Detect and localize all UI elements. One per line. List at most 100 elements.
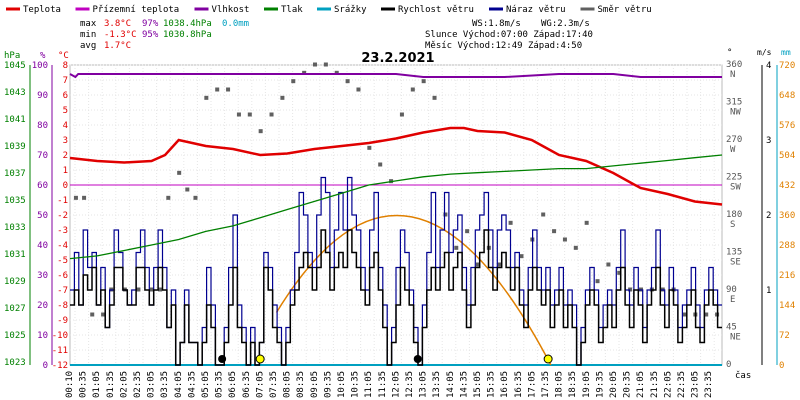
legend-label: Rychlost větru bbox=[398, 5, 474, 15]
temp-tick-label: -7 bbox=[57, 286, 68, 296]
x-tick-label: 02:05 bbox=[119, 371, 129, 398]
wind-direction-point bbox=[136, 287, 141, 292]
temp-tick-label: -10 bbox=[52, 331, 68, 341]
pct-tick-label: 0 bbox=[43, 361, 48, 371]
stat-min-hum: 95% bbox=[142, 30, 159, 40]
stat-max-hum: 97% bbox=[142, 19, 159, 29]
temp-tick-label: 6 bbox=[63, 91, 68, 101]
wind-direction-point bbox=[150, 287, 154, 292]
x-tick-label: 00:35 bbox=[79, 371, 89, 398]
wind-direction-point bbox=[562, 237, 567, 242]
series-tlak bbox=[69, 154, 723, 260]
legend-label: Vlhkost bbox=[212, 5, 250, 15]
x-tick-label: 09:35 bbox=[323, 371, 333, 398]
wind-direction-point bbox=[345, 79, 350, 84]
hpa-tick-label: 1033 bbox=[4, 223, 26, 233]
dir-tick-label: 225 bbox=[726, 173, 742, 183]
wind-direction-point bbox=[573, 245, 578, 250]
temp-tick-label: -11 bbox=[52, 346, 68, 356]
x-tick-label: 06:05 bbox=[228, 371, 238, 398]
x-tick-label: 23:05 bbox=[691, 371, 701, 398]
pct-tick-label: 90 bbox=[37, 91, 48, 101]
x-tick-label: 07:35 bbox=[269, 371, 279, 398]
x-tick-label: 16:05 bbox=[500, 371, 510, 398]
x-tick-label: 20:35 bbox=[623, 371, 633, 398]
legend-label: Srážky bbox=[334, 5, 367, 15]
temp-tick-label: 4 bbox=[63, 121, 68, 131]
x-tick-label: 10:35 bbox=[351, 371, 361, 398]
x-tick-label: 18:35 bbox=[568, 371, 578, 398]
stat-max-press: 1038.4hPa bbox=[163, 19, 212, 29]
mm-tick-label: 504 bbox=[779, 151, 795, 161]
wind-direction-point bbox=[617, 270, 622, 275]
dir-tick-label: 45 bbox=[726, 323, 737, 333]
mm-tick-label: 432 bbox=[779, 181, 795, 191]
mm-tick-label: 648 bbox=[779, 91, 795, 101]
x-tick-label: 03:35 bbox=[160, 371, 170, 398]
chart-title: 23.2.2021 bbox=[361, 51, 434, 66]
hpa-tick-label: 1035 bbox=[4, 196, 26, 206]
dir-tick-compass: NE bbox=[730, 333, 741, 343]
x-tick-label: 16:35 bbox=[514, 371, 524, 398]
dir-tick-label: 0 bbox=[726, 360, 731, 370]
x-tick-label: 17:35 bbox=[541, 371, 551, 398]
hpa-tick-label: 1023 bbox=[4, 358, 26, 368]
stat-avg-temp: 1.7°C bbox=[104, 41, 131, 51]
wind-direction-point bbox=[236, 112, 241, 117]
mm-tick-label: 216 bbox=[779, 271, 795, 281]
x-tick-label: 18:05 bbox=[555, 371, 565, 398]
wind-direction-point bbox=[204, 95, 209, 100]
x-tick-label: 13:35 bbox=[432, 371, 442, 398]
series-teplota bbox=[69, 126, 723, 206]
temp-tick-label: -8 bbox=[57, 301, 68, 311]
wind-direction-point bbox=[185, 187, 190, 192]
dir-tick-label: 315 bbox=[726, 98, 742, 108]
stat-avg-label: avg bbox=[80, 41, 96, 51]
temp-tick-label: -1 bbox=[57, 196, 68, 206]
hpa-tick-label: 1043 bbox=[4, 88, 26, 98]
x-tick-label: 11:05 bbox=[364, 371, 374, 398]
sunset-marker bbox=[543, 354, 553, 364]
legend: Teplota Přízemní teplota Vlhkost Tlak Srážky… bbox=[6, 5, 652, 15]
dir-tick-compass: S bbox=[730, 220, 735, 230]
x-tick-label: 14:05 bbox=[446, 371, 456, 398]
x-tick-label: 21:35 bbox=[650, 371, 660, 398]
wind-direction-point bbox=[541, 212, 546, 217]
temp-tick-label: 0 bbox=[63, 181, 68, 191]
wind-direction-point bbox=[410, 87, 415, 92]
wind-direction-point bbox=[704, 312, 709, 317]
wind-direction-point bbox=[269, 112, 274, 117]
x-tick-label: 01:05 bbox=[92, 371, 102, 398]
x-tick-label: 20:05 bbox=[609, 371, 619, 398]
sunrise-marker bbox=[255, 354, 265, 364]
ms-tick-label: 4 bbox=[766, 61, 771, 71]
info-wg: WG:2.3m/s bbox=[541, 19, 590, 29]
info-block: WS:1.8m/s WG:2.3m/s Slunce Východ:07:00 … bbox=[425, 19, 593, 51]
wind-direction-point bbox=[166, 195, 171, 200]
ms-tick-label: 1 bbox=[766, 286, 771, 296]
mm-tick-label: 144 bbox=[779, 301, 795, 311]
stat-min-temp: -1.3°C bbox=[104, 30, 137, 40]
info-ws: WS:1.8m/s bbox=[472, 19, 521, 29]
legend-label: Teplota bbox=[23, 5, 61, 15]
temp-tick-label: 1 bbox=[63, 166, 68, 176]
wind-direction-point bbox=[497, 262, 502, 267]
dir-tick-compass: W bbox=[730, 145, 736, 155]
dir-tick-compass: SE bbox=[730, 258, 741, 268]
dir-tick-label: 135 bbox=[726, 248, 742, 258]
moonrise-marker bbox=[413, 355, 422, 363]
x-tick-label: 06:35 bbox=[242, 371, 252, 398]
x-tick-label: 05:35 bbox=[215, 371, 225, 398]
x-tick-label: 17:05 bbox=[527, 371, 537, 398]
x-tick-label: 00:10 bbox=[65, 371, 75, 398]
x-tick-label: 10:05 bbox=[337, 371, 347, 398]
wind-direction-point bbox=[519, 254, 524, 259]
legend-label: Náraz větru bbox=[506, 5, 566, 15]
x-tick-label: 22:05 bbox=[663, 371, 673, 398]
x-tick-label: 04:05 bbox=[174, 371, 184, 398]
x-tick-label: 19:35 bbox=[595, 371, 605, 398]
temp-tick-label: 3 bbox=[63, 136, 68, 146]
pct-tick-label: 50 bbox=[37, 211, 48, 221]
mm-axis-unit: mm bbox=[781, 48, 791, 57]
x-tick-label: 02:35 bbox=[133, 371, 143, 398]
